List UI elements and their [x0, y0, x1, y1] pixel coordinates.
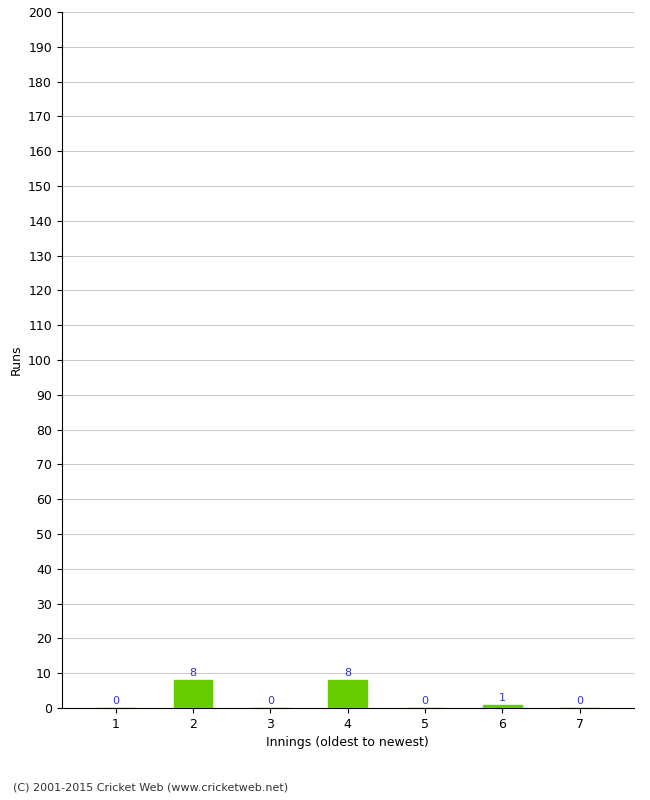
Y-axis label: Runs: Runs: [10, 345, 23, 375]
Text: 0: 0: [576, 696, 583, 706]
Text: (C) 2001-2015 Cricket Web (www.cricketweb.net): (C) 2001-2015 Cricket Web (www.cricketwe…: [13, 782, 288, 792]
Bar: [174, 680, 213, 708]
Text: 8: 8: [190, 669, 197, 678]
Text: 0: 0: [112, 696, 120, 706]
Text: 0: 0: [422, 696, 428, 706]
X-axis label: Innings (oldest to newest): Innings (oldest to newest): [266, 736, 429, 750]
Text: 0: 0: [267, 696, 274, 706]
Text: 1: 1: [499, 693, 506, 702]
Text: 8: 8: [344, 669, 351, 678]
Bar: [483, 705, 522, 708]
Bar: [328, 680, 367, 708]
